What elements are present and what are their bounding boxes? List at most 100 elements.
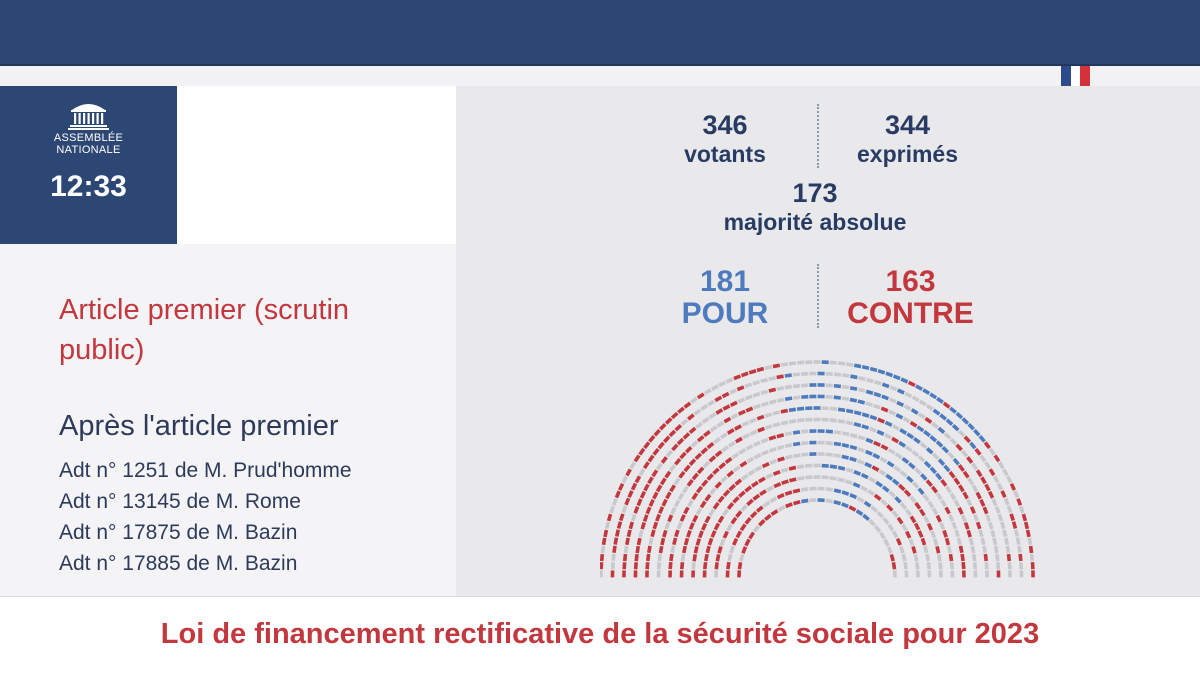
hemicycle-seat bbox=[896, 400, 905, 408]
hemicycle-seat bbox=[923, 545, 929, 554]
hemicycle-seat bbox=[730, 516, 738, 525]
amendment-item: Adt n° 17885 de M. Bazin bbox=[59, 552, 298, 575]
hemicycle-seat bbox=[683, 401, 692, 409]
hemicycle-seat bbox=[653, 428, 661, 437]
hemicycle-seat bbox=[668, 570, 672, 578]
hemicycle-seat bbox=[712, 501, 720, 510]
hemicycle-seat bbox=[776, 433, 785, 439]
hemicycle-seat bbox=[729, 545, 735, 554]
hemicycle-seat bbox=[628, 521, 634, 530]
hemicycle-seat bbox=[875, 480, 884, 488]
hemicycle-seat bbox=[776, 374, 784, 380]
hemicycle-seat bbox=[849, 386, 858, 391]
hemicycle-seat bbox=[1016, 498, 1023, 506]
hemicycle-seat bbox=[622, 562, 627, 570]
hemicycle-seat bbox=[711, 384, 719, 391]
hemicycle-seat bbox=[679, 570, 684, 578]
hemicycle-seat bbox=[969, 506, 976, 515]
hemicycle-seat bbox=[796, 464, 805, 469]
hemicycle-seat bbox=[913, 554, 919, 562]
hemicycle-seat bbox=[606, 513, 613, 522]
vote-results-panel bbox=[456, 86, 1200, 596]
hemicycle-seat bbox=[744, 382, 753, 389]
majorite-label: majorité absolue bbox=[723, 209, 907, 235]
hemicycle-seat bbox=[726, 561, 731, 570]
hemicycle-seat bbox=[968, 537, 974, 546]
hemicycle-seat bbox=[725, 377, 734, 384]
hemicycle-seat bbox=[904, 391, 913, 399]
hemicycle-seat bbox=[665, 449, 674, 458]
contre-stat: 163 CONTRE bbox=[838, 266, 983, 330]
hemicycle-seat bbox=[892, 424, 900, 431]
hemicycle-seat bbox=[716, 420, 725, 428]
hemicycle-seat bbox=[702, 460, 711, 469]
hemicycle-seat bbox=[949, 437, 958, 446]
hemicycle-seat bbox=[630, 513, 637, 522]
hemicycle-seat bbox=[962, 491, 969, 500]
hemicycle-seat bbox=[984, 562, 989, 570]
hemicycle-seat bbox=[793, 453, 801, 459]
hemicycle-seat bbox=[732, 496, 740, 504]
hemicycle-seat bbox=[918, 508, 926, 517]
hemicycle-seat bbox=[967, 422, 975, 431]
hemicycle-seat bbox=[614, 529, 621, 537]
hemicycle-seat bbox=[732, 537, 739, 546]
hemicycle-seat bbox=[880, 444, 889, 451]
hemicycle-seat bbox=[873, 525, 882, 533]
hemicycle-seat bbox=[1005, 545, 1011, 554]
hemicycle-seat bbox=[742, 433, 751, 440]
hemicycle-seat bbox=[777, 505, 786, 512]
hemicycle-seat bbox=[891, 478, 900, 486]
hemicycle-seat bbox=[885, 473, 894, 481]
hemicycle-seat bbox=[850, 374, 858, 380]
hemicycle-seat bbox=[622, 570, 626, 578]
hemicycle-seat bbox=[735, 530, 743, 539]
hemicycle-seat bbox=[610, 562, 615, 570]
agenda-panel bbox=[0, 244, 456, 596]
hemicycle-seat bbox=[662, 529, 668, 538]
hemicycle-seat bbox=[749, 510, 758, 519]
hemicycle-seat bbox=[788, 465, 797, 471]
hemicycle-seat bbox=[753, 453, 762, 460]
hemicycle-seat bbox=[865, 437, 874, 444]
hemicycle-seat bbox=[781, 479, 789, 486]
hemicycle-seat bbox=[931, 421, 939, 429]
hemicycle-seat bbox=[873, 493, 882, 501]
flag-blue-stripe bbox=[1061, 66, 1071, 100]
hemicycle-seat bbox=[740, 371, 749, 378]
hemicycle-seat bbox=[910, 408, 919, 415]
hemicycle-seat bbox=[703, 562, 708, 570]
hemicycle-seat bbox=[889, 553, 895, 562]
hemicycle-seat bbox=[943, 432, 952, 440]
hemicycle-seat bbox=[792, 383, 801, 389]
hemicycle-seat bbox=[931, 507, 939, 516]
hemicycle-seat bbox=[600, 562, 604, 570]
hemicycle-seat bbox=[661, 498, 668, 507]
hemicycle-seat bbox=[735, 510, 743, 518]
hemicycle-seat bbox=[768, 399, 777, 405]
hemicycle-seat bbox=[873, 380, 882, 386]
hemicycle-seat bbox=[877, 417, 886, 424]
hemicycle-seat bbox=[674, 457, 682, 466]
hemicycle-seat bbox=[748, 531, 756, 540]
hemicycle-seat bbox=[886, 504, 894, 512]
hemicycle-seat bbox=[724, 456, 733, 465]
hemicycle-seat bbox=[726, 428, 735, 435]
hemicycle-seat bbox=[997, 513, 1004, 522]
hemicycle-seat bbox=[797, 360, 805, 365]
hemicycle-seat bbox=[985, 514, 992, 522]
hemicycle-seat bbox=[956, 537, 962, 546]
hemicycle-seat bbox=[856, 458, 865, 465]
hemicycle-seat bbox=[864, 449, 873, 456]
hemicycle-seat bbox=[780, 362, 789, 367]
hemicycle-seat bbox=[655, 484, 663, 493]
hemicycle-seat bbox=[658, 545, 664, 554]
hemicycle-seat bbox=[913, 522, 921, 531]
hemicycle-seat bbox=[721, 445, 730, 453]
hemicycle-seat bbox=[647, 476, 654, 485]
hemicycle-seat bbox=[657, 553, 663, 562]
hemicycle-seat bbox=[813, 406, 821, 410]
hemicycle-seat bbox=[712, 467, 720, 475]
hemicycle-seat bbox=[682, 485, 689, 494]
hemicycle-seat bbox=[966, 456, 974, 464]
